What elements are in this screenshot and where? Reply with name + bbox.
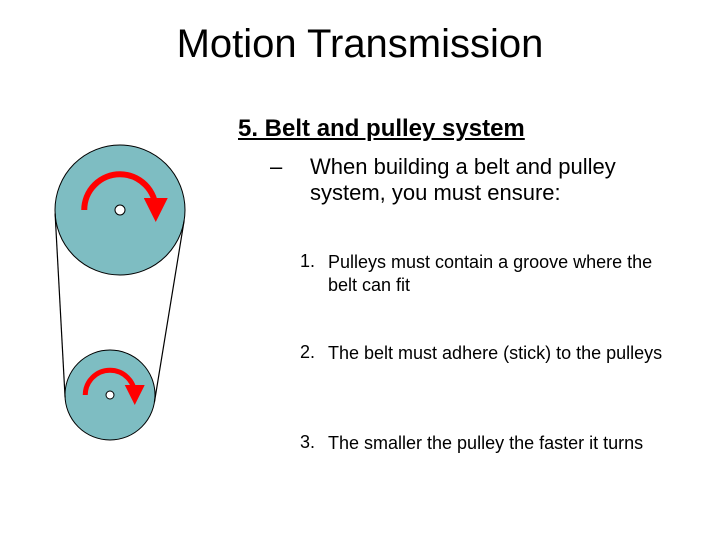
item-text: The belt must adhere (stick) to the pull… bbox=[328, 342, 678, 365]
page-title: Motion Transmission bbox=[0, 22, 720, 67]
item-number: 2. bbox=[300, 342, 328, 365]
list-item: 3. The smaller the pulley the faster it … bbox=[300, 432, 678, 455]
section-subtitle: 5. Belt and pulley system bbox=[238, 115, 525, 143]
item-number: 3. bbox=[300, 432, 328, 455]
item-number: 1. bbox=[300, 251, 328, 296]
intro-dash: – bbox=[270, 154, 310, 207]
item-text: Pulleys must contain a groove where the … bbox=[328, 251, 678, 296]
pulley-svg bbox=[20, 140, 220, 500]
list-item: 1. Pulleys must contain a groove where t… bbox=[300, 251, 678, 296]
list-item: 2. The belt must adhere (stick) to the p… bbox=[300, 342, 678, 365]
pulley-diagram bbox=[20, 140, 220, 500]
intro-text: When building a belt and pulley system, … bbox=[310, 154, 690, 207]
item-text: The smaller the pulley the faster it tur… bbox=[328, 432, 678, 455]
intro-row: – When building a belt and pulley system… bbox=[270, 154, 690, 207]
